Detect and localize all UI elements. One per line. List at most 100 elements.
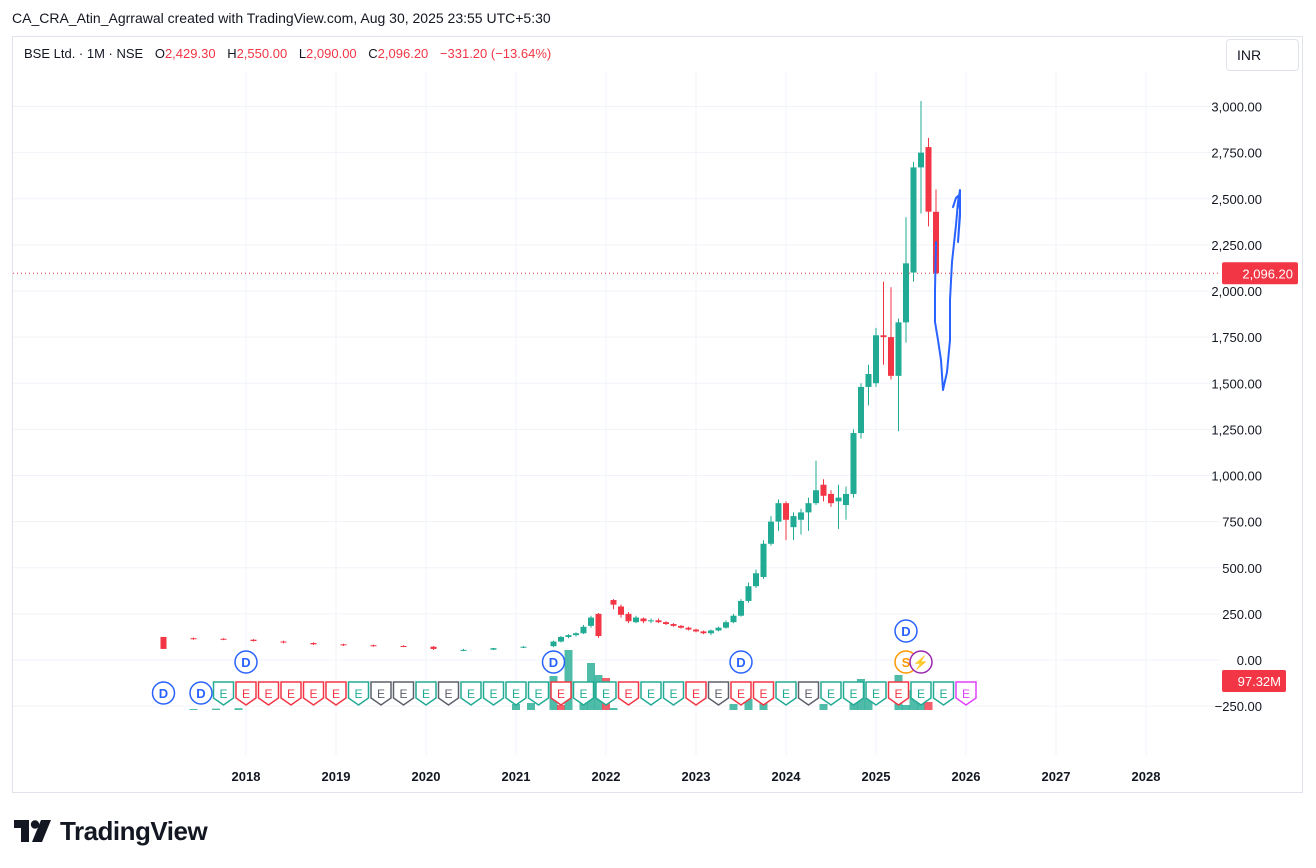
candle-body xyxy=(580,626,587,634)
candle-body xyxy=(738,600,744,616)
y-axis-tick-label: 1,750.00 xyxy=(1211,330,1262,345)
earnings-marker: E xyxy=(685,681,707,706)
dividend-marker: D xyxy=(729,650,753,674)
candle xyxy=(798,508,804,535)
earnings-marker-shape xyxy=(775,681,797,706)
earnings-marker-text: E xyxy=(714,687,722,701)
earnings-marker-shape xyxy=(302,681,325,706)
earnings-marker-text: E xyxy=(804,687,812,701)
earnings-marker-shape xyxy=(707,681,730,706)
marker-circle xyxy=(729,650,753,674)
earnings-marker-text: E xyxy=(377,687,385,701)
currency-button[interactable]: INR xyxy=(1226,39,1299,71)
earnings-marker-shape xyxy=(662,681,685,706)
earnings-marker-text: E xyxy=(827,687,835,701)
volume-bar xyxy=(609,708,618,710)
candle xyxy=(610,599,617,610)
y-axis-tick-label: 3,000.00 xyxy=(1211,100,1262,115)
marker-text: D xyxy=(196,686,205,701)
earnings-marker-text: E xyxy=(849,687,857,701)
earnings-marker: E xyxy=(842,681,865,706)
candle-body xyxy=(715,627,722,631)
volume-bar xyxy=(212,708,220,710)
open-label: O xyxy=(154,46,165,61)
candle-body xyxy=(573,633,579,636)
earnings-marker-shape xyxy=(370,681,392,706)
candle xyxy=(490,647,497,651)
candle-body xyxy=(768,521,774,544)
event-markers: D DD D DDS ⚡E E E E E E E E E E E E E E E E E E E E E E E E E E E E E E E E… xyxy=(151,619,977,706)
earnings-marker-text: E xyxy=(242,687,250,701)
candle-body xyxy=(558,636,564,642)
volume-bar xyxy=(234,708,243,710)
volume-bar xyxy=(557,705,565,710)
candle xyxy=(310,642,317,645)
earnings-marker-text: E xyxy=(737,687,745,701)
candle-body xyxy=(745,586,752,601)
candle-body xyxy=(895,322,902,376)
marker-circle xyxy=(909,650,933,674)
earnings-marker-text: E xyxy=(759,687,767,701)
candle xyxy=(835,484,842,530)
candle-body xyxy=(625,613,632,622)
candle xyxy=(573,632,579,637)
earnings-marker-text: E xyxy=(309,687,317,701)
candle-body xyxy=(400,645,407,647)
candle xyxy=(618,604,624,618)
candle-series xyxy=(160,100,939,652)
earnings-marker-text: E xyxy=(444,687,452,701)
earnings-marker-text: E xyxy=(354,687,362,701)
earnings-marker-shape xyxy=(617,681,640,706)
candle-body xyxy=(670,624,677,626)
dividend-marker: D xyxy=(151,681,176,705)
volume-bar xyxy=(729,704,738,710)
candle xyxy=(693,628,699,633)
x-axis-tick-label: 2027 xyxy=(1042,769,1071,784)
candle xyxy=(925,137,932,227)
earnings-marker-text: E xyxy=(669,687,677,701)
earnings-marker: E xyxy=(527,681,550,706)
volume-bar xyxy=(527,703,535,710)
x-axis-tick-label: 2020 xyxy=(412,769,441,784)
earnings-marker-shape xyxy=(460,681,482,706)
volume-bar xyxy=(864,698,873,710)
earnings-marker: E xyxy=(370,681,392,706)
close-value: 2,096.20 xyxy=(377,46,429,61)
marker-circle xyxy=(894,619,918,643)
candle xyxy=(858,383,864,439)
earnings-marker: E xyxy=(257,681,280,706)
earnings-marker-shape xyxy=(752,681,775,706)
marker-text: D xyxy=(159,686,168,701)
earnings-marker-shape xyxy=(595,681,617,706)
candle xyxy=(655,618,662,624)
x-axis-tick-label: 2022 xyxy=(592,769,621,784)
earnings-marker: E xyxy=(865,681,887,706)
candle-body xyxy=(220,638,227,640)
earnings-marker: E xyxy=(550,681,572,706)
candle-body xyxy=(663,622,669,625)
candle-body xyxy=(850,433,857,494)
candle-body xyxy=(648,620,654,622)
volume-bar xyxy=(189,709,198,710)
candle xyxy=(340,643,347,646)
dividend-marker: D xyxy=(189,681,213,705)
chart-frame xyxy=(12,36,1303,793)
earnings-marker-shape xyxy=(257,681,280,706)
symbol-name[interactable]: BSE Ltd. · 1M · NSE xyxy=(24,46,144,61)
earnings-marker: E xyxy=(640,681,662,706)
marker-circle xyxy=(234,650,258,674)
candle-body xyxy=(693,629,699,632)
volume-bar xyxy=(564,650,573,710)
earnings-marker-text: E xyxy=(534,687,542,701)
candle-body xyxy=(640,618,647,622)
candle xyxy=(685,626,692,631)
x-axis-tick-label: 2023 xyxy=(682,769,711,784)
earnings-marker: E xyxy=(595,681,617,706)
earnings-marker-shape xyxy=(685,681,707,706)
candle xyxy=(723,620,729,629)
tradingview-logo-text: TradingView xyxy=(60,815,208,846)
candle-body xyxy=(160,636,167,649)
candle-body xyxy=(910,167,917,273)
candle xyxy=(790,512,797,541)
